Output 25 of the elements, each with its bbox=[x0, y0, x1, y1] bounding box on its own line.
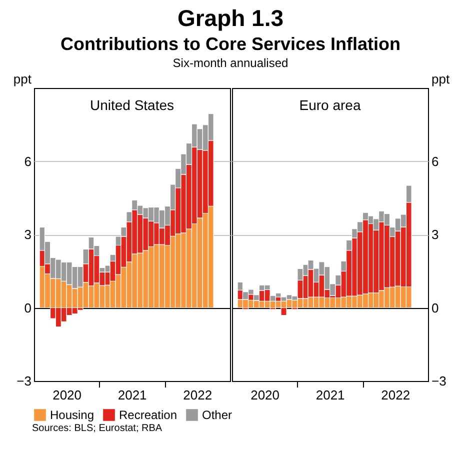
legend-label: Housing bbox=[50, 408, 94, 422]
y-axis-title: ppt bbox=[432, 72, 450, 86]
y-tick-label: 3 bbox=[24, 227, 32, 242]
x-tick-label: 2022 bbox=[183, 388, 212, 402]
x-tick-label: 2021 bbox=[316, 388, 345, 402]
y-tick-label: 0 bbox=[24, 300, 32, 316]
y-tick-label: 6 bbox=[24, 154, 32, 169]
x-tick-label: 2021 bbox=[118, 388, 147, 402]
legend-label: Other bbox=[202, 408, 232, 422]
legend-label: Recreation bbox=[119, 408, 178, 422]
text: Contributions to Core Services Inflation bbox=[59, 33, 402, 56]
x-tick-label: 2020 bbox=[52, 388, 82, 402]
y-tick-label: 6 bbox=[432, 154, 439, 169]
y-tick-label: −3 bbox=[432, 374, 446, 388]
text: Six-month annualised bbox=[172, 56, 290, 70]
x-tick-label: 2022 bbox=[381, 388, 410, 402]
y-tick-label: 3 bbox=[432, 227, 439, 242]
text: United States bbox=[90, 97, 174, 113]
y-tick-label: 0 bbox=[432, 300, 439, 316]
source-note: Sources: BLS; Eurostat; RBA bbox=[31, 423, 164, 434]
text: Euro area bbox=[299, 97, 361, 113]
caption: Graph 1.3 bbox=[176, 4, 285, 32]
x-tick-label: 2020 bbox=[250, 388, 280, 402]
y-axis-title: ppt bbox=[13, 72, 32, 86]
y-tick-label: −3 bbox=[16, 374, 32, 388]
